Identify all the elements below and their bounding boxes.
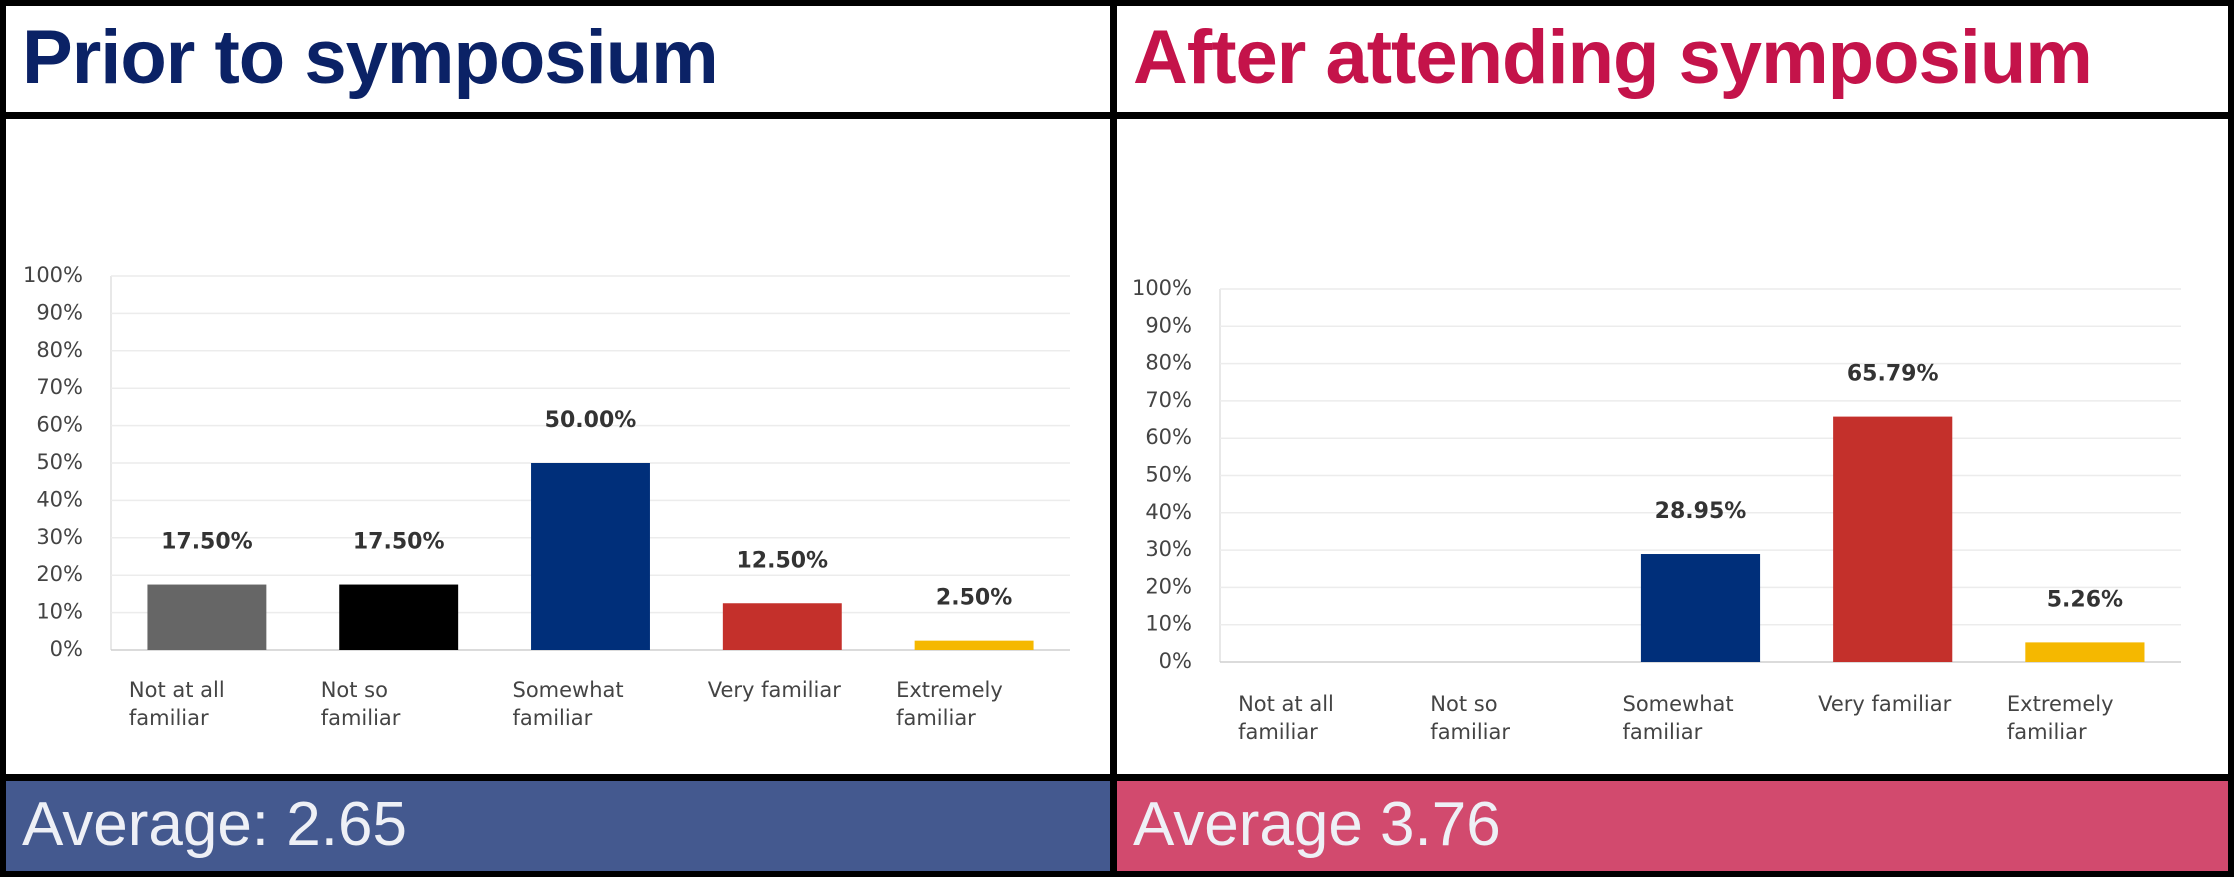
y-tick-label: 0% bbox=[1159, 649, 1192, 673]
bar bbox=[531, 463, 650, 650]
footer: Average 3.76 bbox=[1117, 774, 2228, 871]
y-tick-label: 70% bbox=[1145, 388, 1192, 412]
data-label: 28.95% bbox=[1655, 499, 1747, 524]
x-tick-label: Not at all familiar bbox=[1238, 692, 1334, 744]
data-label: 50.00% bbox=[545, 408, 637, 433]
y-tick-label: 80% bbox=[1145, 351, 1192, 375]
y-tick-label: 90% bbox=[36, 300, 83, 324]
y-tick-label: 10% bbox=[1145, 612, 1192, 636]
title: After attending symposium bbox=[1133, 15, 2093, 100]
data-label: 65.79% bbox=[1847, 362, 1939, 387]
x-tick-label: Not so familiar bbox=[1430, 692, 1511, 744]
y-tick-label: 100% bbox=[1132, 276, 1192, 300]
data-label: 12.50% bbox=[736, 548, 828, 573]
bar bbox=[2025, 642, 2145, 662]
bar bbox=[339, 584, 459, 650]
bar bbox=[722, 603, 842, 650]
y-tick-label: 0% bbox=[50, 637, 83, 661]
y-tick-label: 100% bbox=[23, 263, 83, 287]
y-tick-label: 40% bbox=[1145, 500, 1192, 524]
data-label: 5.26% bbox=[2047, 587, 2123, 612]
panel: Prior to symposium Average: 2.65 bbox=[6, 6, 1110, 871]
y-tick-label: 80% bbox=[36, 338, 83, 362]
y-tick-label: 50% bbox=[1145, 463, 1192, 487]
x-tick-label: Extremely familiar bbox=[896, 678, 1003, 730]
x-tick-label: Somewhat familiar bbox=[512, 678, 624, 730]
data-label: 17.50% bbox=[161, 530, 253, 555]
x-tick-label: Not at all familiar bbox=[128, 678, 225, 730]
x-tick-label: Very familiar bbox=[707, 678, 841, 702]
y-tick-label: 50% bbox=[36, 450, 83, 474]
y-tick-label: 20% bbox=[36, 562, 83, 586]
y-tick-label: 60% bbox=[36, 413, 83, 437]
data-label: 17.50% bbox=[353, 530, 445, 555]
bar bbox=[1833, 416, 1953, 662]
title: Prior to symposium bbox=[22, 15, 719, 100]
bar bbox=[914, 640, 1034, 650]
y-tick-label: 20% bbox=[1145, 574, 1192, 598]
y-tick-label: 90% bbox=[1145, 313, 1192, 337]
x-tick-label: Extremely familiar bbox=[2006, 692, 2114, 744]
header: Prior to symposium bbox=[6, 6, 1110, 119]
average: Average 3.76 bbox=[1133, 790, 1501, 859]
y-tick-label: 40% bbox=[36, 487, 83, 511]
data-label: 2.50% bbox=[936, 586, 1012, 611]
y-tick-label: 30% bbox=[1145, 537, 1192, 561]
footer: Average: 2.65 bbox=[6, 774, 1110, 871]
y-tick-label: 10% bbox=[36, 600, 83, 624]
x-tick-label: Not so familiar bbox=[320, 678, 401, 730]
y-tick-label: 30% bbox=[36, 525, 83, 549]
x-tick-label: Somewhat familiar bbox=[1622, 692, 1734, 744]
bar bbox=[1640, 554, 1761, 662]
y-tick-label: 70% bbox=[36, 375, 83, 399]
bar bbox=[147, 584, 267, 650]
y-tick-label: 60% bbox=[1145, 425, 1192, 449]
header: After attending symposium bbox=[1117, 6, 2228, 119]
average: Average: 2.65 bbox=[22, 790, 407, 859]
x-tick-label: Very familiar bbox=[1818, 692, 1952, 716]
